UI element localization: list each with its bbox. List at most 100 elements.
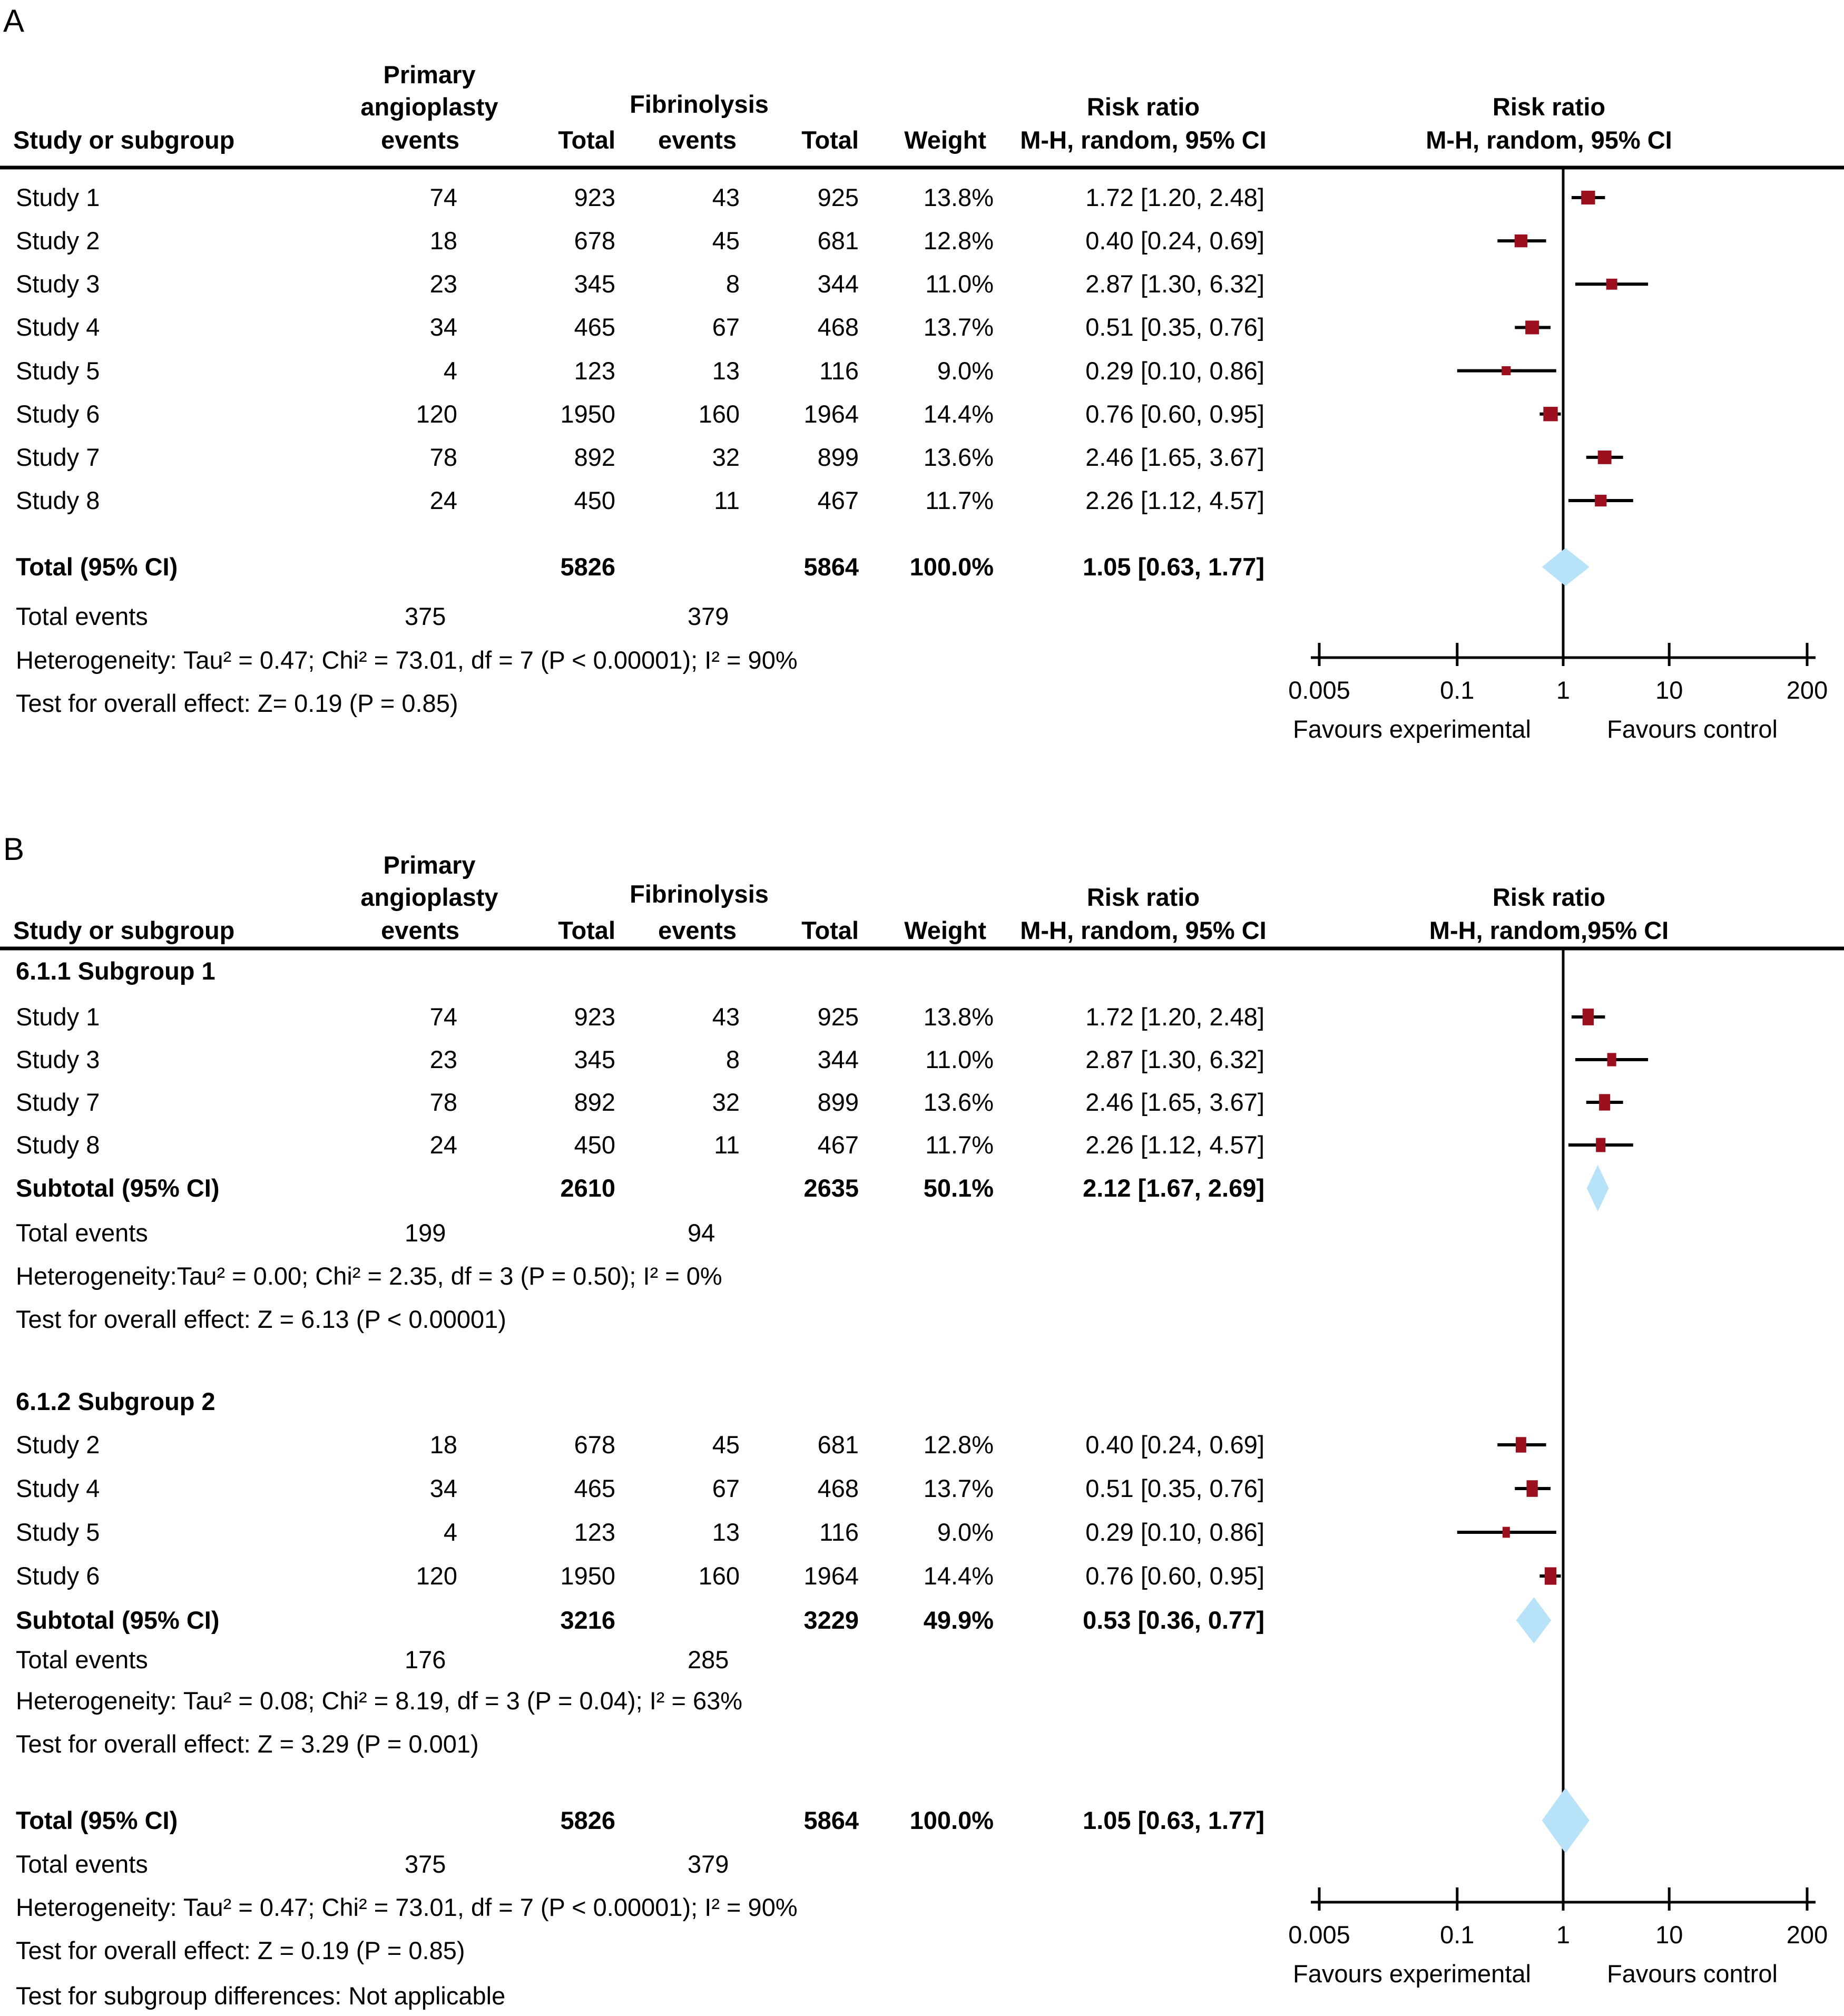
ctrl-events-value: 11 bbox=[714, 486, 740, 515]
ctrl-total-value: 116 bbox=[819, 356, 859, 385]
subtotal-diamond bbox=[1516, 1597, 1552, 1643]
col-ctrl-line1: Fibrinolysis bbox=[630, 880, 769, 908]
col-effect-method: M-H, random, 95% CI bbox=[1020, 126, 1267, 154]
total-diamond bbox=[1542, 1788, 1590, 1853]
exp-total-value: 892 bbox=[574, 443, 615, 471]
ctrl-total-value: 925 bbox=[817, 183, 859, 211]
effect-marker bbox=[1582, 1009, 1594, 1025]
effect-marker bbox=[1597, 450, 1612, 464]
weight-value: 11.7% bbox=[925, 1131, 994, 1159]
axis-tick-label: 10 bbox=[1655, 1921, 1683, 1949]
study-label: Study 6 bbox=[16, 1562, 100, 1590]
rr-ci-text: 2.87 [1.30, 6.32] bbox=[1085, 1045, 1264, 1073]
ctrl-events-value: 45 bbox=[712, 227, 740, 255]
col-plot-method: M-H, random, 95% CI bbox=[1426, 126, 1672, 154]
col-ctrl-events: events bbox=[658, 916, 737, 944]
col-exp-line1: Primary bbox=[383, 61, 476, 89]
exp-total-value: 923 bbox=[574, 1003, 615, 1031]
total-events-exp: 199 bbox=[405, 1219, 446, 1247]
rr-ci-text: 1.05 [0.63, 1.77] bbox=[1083, 553, 1264, 581]
col-plot-title: Risk ratio bbox=[1492, 93, 1606, 121]
total-events-ctrl: 379 bbox=[688, 602, 729, 630]
total-events-label: Total events bbox=[16, 1219, 148, 1247]
exp-events-value: 18 bbox=[429, 227, 457, 255]
weight-value: 13.8% bbox=[923, 1003, 994, 1031]
effect-marker bbox=[1595, 494, 1607, 507]
col-effect-title: Risk ratio bbox=[1086, 883, 1200, 911]
study-label: Study 2 bbox=[16, 1431, 100, 1459]
col-weight: Weight bbox=[904, 126, 986, 154]
exp-total-value: 1950 bbox=[560, 1562, 615, 1590]
col-effect-method: M-H, random, 95% CI bbox=[1020, 916, 1267, 944]
exp-events-value: 34 bbox=[429, 1474, 457, 1502]
study-label: Study 7 bbox=[16, 443, 100, 471]
rr-ci-text: 2.46 [1.65, 3.67] bbox=[1085, 1088, 1264, 1116]
ctrl-total-value: 1964 bbox=[803, 1562, 859, 1590]
exp-total-value: 2610 bbox=[560, 1174, 615, 1202]
study-label: Study 5 bbox=[16, 356, 100, 385]
weight-value: 11.0% bbox=[925, 270, 994, 298]
favours-left-label: Favours experimental bbox=[1293, 715, 1531, 743]
rr-ci-text: 0.29 [0.10, 0.86] bbox=[1085, 1518, 1264, 1546]
ctrl-events-value: 32 bbox=[712, 1088, 740, 1116]
exp-total-value: 1950 bbox=[560, 399, 615, 428]
effect-marker bbox=[1599, 1094, 1611, 1111]
exp-events-value: 34 bbox=[429, 313, 457, 341]
subtotal-label: Subtotal (95% CI) bbox=[16, 1606, 220, 1634]
col-exp-total: Total bbox=[558, 916, 615, 944]
study-label: Study 1 bbox=[16, 1003, 100, 1031]
subtotal-diamond bbox=[1586, 1165, 1609, 1211]
weight-value: 9.0% bbox=[937, 1518, 994, 1546]
rr-ci-text: 0.29 [0.10, 0.86] bbox=[1085, 356, 1264, 385]
study-label: Study 6 bbox=[16, 399, 100, 428]
ctrl-total-value: 681 bbox=[817, 227, 859, 255]
total-events-ctrl: 285 bbox=[688, 1646, 729, 1674]
exp-events-value: 23 bbox=[429, 1045, 457, 1073]
overall-effect-text: Test for overall effect: Z = 3.29 (P = 0… bbox=[16, 1730, 479, 1758]
axis-tick-label: 200 bbox=[1786, 676, 1828, 704]
rr-ci-text: 1.72 [1.20, 2.48] bbox=[1085, 183, 1264, 211]
effect-marker bbox=[1596, 1138, 1606, 1152]
overall-effect-text: Test for overall effect: Z = 6.13 (P < 0… bbox=[16, 1305, 506, 1333]
effect-marker bbox=[1514, 234, 1528, 248]
ctrl-total-value: 467 bbox=[817, 1131, 859, 1159]
effect-marker bbox=[1526, 1480, 1538, 1497]
rr-ci-text: 0.51 [0.35, 0.76] bbox=[1085, 1474, 1264, 1502]
ctrl-events-value: 11 bbox=[714, 1131, 740, 1159]
exp-events-value: 78 bbox=[429, 443, 457, 471]
col-ctrl-total: Total bbox=[801, 916, 859, 944]
panel-label: B bbox=[3, 831, 25, 867]
weight-value: 13.7% bbox=[923, 313, 994, 341]
ctrl-total-value: 344 bbox=[817, 1045, 859, 1073]
favours-left-label: Favours experimental bbox=[1293, 1960, 1531, 1988]
total-events-exp: 176 bbox=[405, 1646, 446, 1674]
col-exp-total: Total bbox=[558, 126, 615, 154]
total-events-ctrl: 379 bbox=[688, 1850, 729, 1878]
col-exp-line2: angioplasty bbox=[360, 93, 498, 121]
weight-value: 9.0% bbox=[937, 356, 994, 385]
total-events-label: Total events bbox=[16, 602, 148, 630]
ctrl-total-value: 899 bbox=[817, 443, 859, 471]
col-plot-title: Risk ratio bbox=[1492, 883, 1606, 911]
weight-value: 100.0% bbox=[909, 1806, 994, 1834]
study-label: Study 1 bbox=[16, 183, 100, 211]
col-exp-line1: Primary bbox=[383, 851, 476, 879]
exp-events-value: 24 bbox=[429, 486, 457, 515]
ctrl-total-value: 5864 bbox=[803, 1806, 859, 1834]
total-events-label: Total events bbox=[16, 1850, 148, 1878]
effect-marker bbox=[1502, 366, 1511, 376]
exp-events-value: 24 bbox=[429, 1131, 457, 1159]
rr-ci-text: 2.26 [1.12, 4.57] bbox=[1085, 486, 1264, 515]
ctrl-events-value: 32 bbox=[712, 443, 740, 471]
ctrl-events-value: 13 bbox=[712, 356, 740, 385]
effect-marker bbox=[1516, 1437, 1526, 1453]
exp-total-value: 678 bbox=[574, 1431, 615, 1459]
exp-total-value: 5826 bbox=[560, 553, 615, 581]
ctrl-total-value: 925 bbox=[817, 1003, 859, 1031]
exp-total-value: 345 bbox=[574, 1045, 615, 1073]
effect-marker bbox=[1606, 278, 1617, 290]
ctrl-events-value: 45 bbox=[712, 1431, 740, 1459]
effect-marker bbox=[1607, 1053, 1616, 1066]
